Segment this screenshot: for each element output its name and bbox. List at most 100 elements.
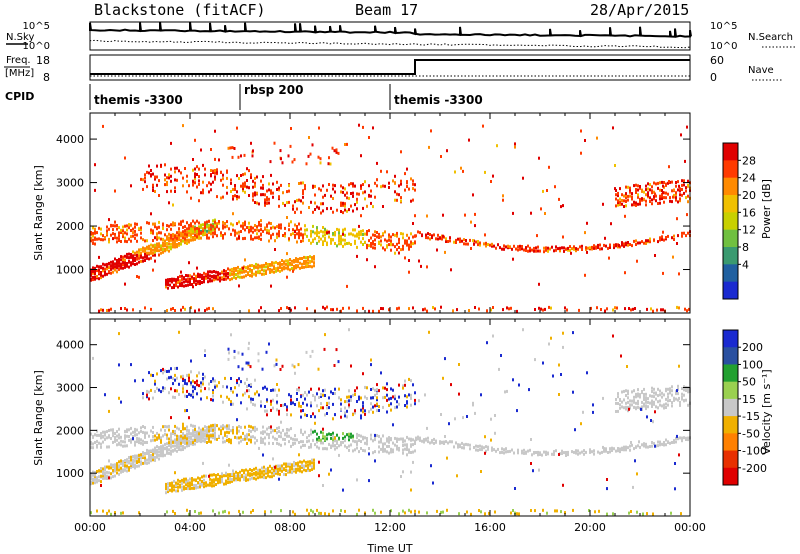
data-cell bbox=[346, 191, 348, 195]
data-cell bbox=[294, 210, 296, 214]
data-cell bbox=[227, 275, 229, 279]
data-cell bbox=[426, 214, 428, 218]
data-cell bbox=[662, 271, 664, 275]
data-cell bbox=[274, 465, 276, 469]
data-cell bbox=[162, 389, 164, 392]
data-cell bbox=[643, 241, 645, 245]
data-cell bbox=[465, 242, 467, 246]
data-cell bbox=[268, 342, 270, 346]
data-cell bbox=[396, 198, 398, 202]
data-cell bbox=[162, 451, 164, 455]
data-cell bbox=[242, 185, 244, 189]
data-cell bbox=[406, 443, 408, 447]
data-cell bbox=[592, 410, 594, 414]
data-cell bbox=[186, 174, 188, 178]
data-cell bbox=[374, 230, 376, 234]
data-cell bbox=[586, 221, 588, 225]
data-cell bbox=[175, 284, 177, 288]
data-cell bbox=[322, 441, 324, 445]
data-cell bbox=[134, 233, 136, 237]
data-cell bbox=[356, 200, 358, 204]
data-cell bbox=[491, 448, 493, 452]
data-cell bbox=[231, 479, 233, 483]
data-cell bbox=[536, 234, 538, 238]
data-cell bbox=[130, 223, 132, 227]
data-cell bbox=[444, 435, 446, 438]
data-cell bbox=[238, 177, 240, 180]
data-cell bbox=[309, 460, 311, 464]
data-cell bbox=[362, 233, 364, 236]
data-cell bbox=[292, 437, 294, 441]
data-cell bbox=[206, 396, 208, 400]
data-cell bbox=[544, 212, 546, 215]
data-cell bbox=[621, 193, 623, 197]
data-cell bbox=[233, 267, 235, 271]
data-cell bbox=[148, 221, 150, 225]
data-cell bbox=[253, 266, 255, 270]
data-cell bbox=[302, 401, 304, 405]
data-cell bbox=[274, 429, 276, 433]
data-cell bbox=[468, 309, 470, 312]
data-cell bbox=[138, 457, 140, 461]
data-cell bbox=[659, 188, 661, 192]
data-cell bbox=[242, 510, 244, 514]
data-cell bbox=[202, 191, 204, 195]
data-cell bbox=[286, 408, 288, 412]
noise-sky-tick-high: 10^5 bbox=[23, 21, 50, 32]
data-cell bbox=[262, 386, 264, 390]
data-cell bbox=[250, 429, 252, 433]
data-cell bbox=[250, 228, 252, 232]
data-cell bbox=[299, 257, 301, 261]
data-cell bbox=[459, 237, 461, 241]
data-cell bbox=[683, 388, 685, 392]
data-cell bbox=[130, 184, 132, 188]
data-cell bbox=[286, 190, 288, 194]
data-cell bbox=[268, 221, 270, 225]
data-cell bbox=[124, 156, 126, 160]
data-cell bbox=[177, 276, 179, 280]
data-cell bbox=[188, 416, 190, 420]
data-cell bbox=[252, 426, 254, 430]
data-cell bbox=[104, 270, 106, 274]
data-cell bbox=[310, 241, 312, 245]
data-cell bbox=[138, 431, 140, 435]
data-cell bbox=[671, 189, 673, 193]
data-cell bbox=[136, 456, 138, 460]
data-cell bbox=[278, 186, 280, 190]
data-cell bbox=[191, 486, 193, 490]
data-cell bbox=[338, 242, 340, 246]
data-cell bbox=[256, 225, 258, 229]
data-cell bbox=[114, 432, 116, 435]
data-cell bbox=[182, 239, 184, 243]
data-cell bbox=[344, 233, 346, 237]
data-cell bbox=[667, 181, 669, 185]
data-cell bbox=[374, 234, 376, 237]
data-cell bbox=[332, 417, 334, 421]
data-cell bbox=[287, 267, 289, 271]
data-cell bbox=[440, 305, 442, 309]
data-cell bbox=[324, 239, 326, 243]
data-cell bbox=[120, 265, 122, 268]
data-cell bbox=[175, 489, 177, 493]
data-cell bbox=[230, 387, 232, 390]
data-cell bbox=[126, 240, 128, 244]
data-cell bbox=[110, 223, 112, 227]
data-cell bbox=[146, 431, 148, 435]
data-cell bbox=[651, 394, 653, 398]
data-cell bbox=[250, 141, 252, 145]
data-cell bbox=[309, 264, 311, 268]
data-cell bbox=[194, 181, 196, 185]
data-cell bbox=[368, 479, 370, 483]
data-cell bbox=[332, 210, 334, 214]
data-cell bbox=[306, 228, 308, 232]
data-cell bbox=[150, 231, 152, 235]
data-cell bbox=[166, 442, 168, 446]
data-cell bbox=[132, 262, 134, 266]
data-cell bbox=[194, 237, 196, 241]
data-cell bbox=[253, 471, 255, 475]
data-cell bbox=[677, 234, 679, 238]
data-cell bbox=[635, 183, 637, 187]
data-cell bbox=[230, 441, 232, 445]
data-cell bbox=[340, 203, 342, 207]
data-cell bbox=[442, 234, 444, 238]
